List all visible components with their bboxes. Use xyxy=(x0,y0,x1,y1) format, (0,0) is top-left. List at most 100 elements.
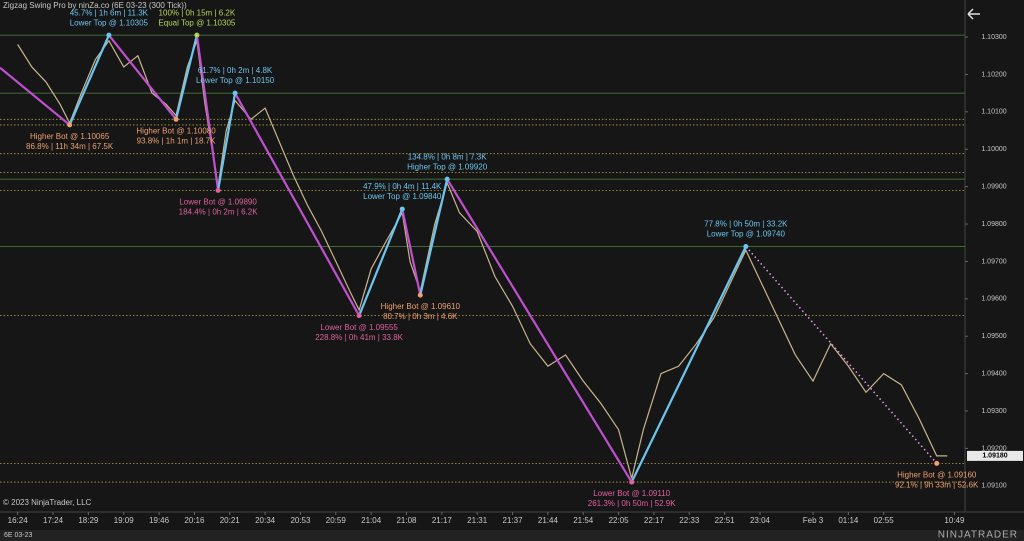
swing-label: Lower Top @ 1.09840 xyxy=(363,192,442,201)
swing-point xyxy=(215,187,221,193)
swing-point xyxy=(629,479,635,485)
swing-point xyxy=(444,176,450,182)
swing-point xyxy=(232,90,238,96)
x-tick-label: 10:49 xyxy=(944,516,965,525)
swing-label: Higher Bot @ 1.10065 xyxy=(30,132,110,141)
last-price-label: 1.09180 xyxy=(982,453,1007,460)
last-price-box xyxy=(967,450,1023,461)
x-tick-label: 20:34 xyxy=(255,516,276,525)
zigzag-leg xyxy=(68,34,110,126)
swing-point xyxy=(356,313,362,319)
swing-label: 86.8% | 11h 34m | 67.5K xyxy=(26,142,114,151)
x-tick-label: 23:04 xyxy=(750,516,771,525)
swing-label: Higher Top @ 1.09920 xyxy=(407,162,488,171)
x-tick-label: 18:29 xyxy=(78,516,99,525)
swing-label: Higher Bot @ 1.09610 xyxy=(381,302,461,311)
swing-label: 228.8% | 0h 41m | 33.8K xyxy=(315,333,403,342)
swing-point xyxy=(934,460,940,466)
swing-label: Lower Bot @ 1.09110 xyxy=(593,489,670,498)
x-tick-label: 22:05 xyxy=(609,516,630,525)
logo: NINJATRADER xyxy=(938,530,1018,541)
zigzag-leg xyxy=(630,245,747,483)
zigzag-leg xyxy=(419,178,449,296)
swing-point xyxy=(399,206,405,212)
y-tick-label: 1.10000 xyxy=(981,146,1006,153)
swing-label: 134.8% | 0h 8m | 7.3K xyxy=(408,152,488,161)
y-tick-label: 1.09100 xyxy=(981,483,1006,490)
x-tick-label: 19:09 xyxy=(114,516,135,525)
x-tick-label: 20:53 xyxy=(290,516,311,525)
x-tick-label: 17:24 xyxy=(43,516,64,525)
y-tick-label: 1.09200 xyxy=(981,445,1006,452)
y-tick-label: 1.10100 xyxy=(981,109,1006,116)
swing-label: Lower Top @ 1.10305 xyxy=(70,18,149,27)
zigzag-leg xyxy=(745,245,938,464)
x-tick-label: 19:46 xyxy=(149,516,170,525)
swing-label: 77.8% | 0h 50m | 33.2K xyxy=(704,220,788,229)
x-tick-label: 21:08 xyxy=(396,516,417,525)
x-tick-label: 22:17 xyxy=(644,516,665,525)
y-tick-label: 1.10300 xyxy=(981,34,1006,41)
zigzag-leg xyxy=(108,34,177,120)
swing-label: Lower Top @ 1.09740 xyxy=(707,230,786,239)
instrument-tab[interactable]: 6E 03-23 xyxy=(4,532,33,539)
x-tick-label: 21:37 xyxy=(503,516,524,525)
swing-label: 47.9% | 0h 4m | 11.4K xyxy=(363,182,442,191)
swing-label: 61.7% | 0h 2m | 4.8K xyxy=(198,66,273,75)
x-tick-label: 21:04 xyxy=(361,516,382,525)
swing-label: Lower Bot @ 1.09555 xyxy=(320,323,398,332)
zigzag-leg xyxy=(217,92,237,191)
swing-label: 45.7% | 1h 6m | 11.3K xyxy=(70,8,149,17)
y-tick-label: 1.09900 xyxy=(981,183,1006,190)
swing-label: Higher Bot @ 1.09160 xyxy=(897,470,977,479)
y-tick-label: 1.10200 xyxy=(981,71,1006,78)
swing-label: 100% | 0h 15m | 6.2K xyxy=(159,8,236,17)
y-tick-label: 1.09300 xyxy=(981,408,1006,415)
x-tick-label: Feb 3 xyxy=(803,516,824,525)
x-tick-label: 20:21 xyxy=(220,516,241,525)
tab-bar xyxy=(0,530,1024,541)
zigzag-leg xyxy=(446,178,633,483)
swing-label: Lower Top @ 1.10150 xyxy=(196,76,275,85)
y-tick-label: 1.09500 xyxy=(981,333,1006,340)
swing-label: 93.8% | 1h 1m | 18.7K xyxy=(137,136,217,145)
x-tick-label: 21:31 xyxy=(467,516,488,525)
zigzag-leg xyxy=(195,35,220,191)
zigzag-leg xyxy=(234,92,361,317)
x-tick-label: 02:55 xyxy=(874,516,895,525)
back-button[interactable] xyxy=(967,8,980,20)
y-tick-label: 1.09700 xyxy=(981,258,1006,265)
swing-label: Lower Bot @ 1.09890 xyxy=(179,197,257,206)
x-tick-label: 20:59 xyxy=(326,516,347,525)
swing-label: 80.7% | 0h 3m | 4.6K xyxy=(383,312,458,321)
x-tick-label: 21:54 xyxy=(573,516,594,525)
swing-point xyxy=(194,32,200,38)
x-tick-label: 22:51 xyxy=(715,516,736,525)
zigzag-leg xyxy=(174,34,198,120)
swing-label: Equal Top @ 1.10305 xyxy=(158,18,235,27)
zigzag-leg xyxy=(0,66,71,126)
x-tick-label: 21:44 xyxy=(538,516,559,525)
x-tick-label: 16:24 xyxy=(8,516,29,525)
swing-point xyxy=(106,32,112,38)
swing-point xyxy=(417,292,423,298)
swing-label: 184.4% | 0h 2m | 6.2K xyxy=(179,207,259,216)
chart-title: Zigzag Swing Pro by ninZa.co (6E 03-23 (… xyxy=(3,1,187,10)
x-tick-label: 01:14 xyxy=(838,516,859,525)
swing-point xyxy=(173,116,179,122)
swing-label: 92.1% | 9h 33m | 52.6K xyxy=(895,480,979,489)
y-tick-label: 1.09400 xyxy=(981,370,1006,377)
x-tick-label: 20:16 xyxy=(184,516,205,525)
zigzag-leg xyxy=(401,208,422,296)
x-tick-label: 22:33 xyxy=(679,516,700,525)
x-tick-label: 21:17 xyxy=(432,516,453,525)
y-tick-label: 1.09800 xyxy=(981,221,1006,228)
y-tick-label: 1.09600 xyxy=(981,296,1006,303)
swing-label: Higher Bot @ 1.10080 xyxy=(136,126,216,135)
swing-point xyxy=(743,243,749,249)
copyright: © 2023 NinjaTrader, LLC xyxy=(3,498,92,507)
swing-label: 261.3% | 0h 50m | 52.9K xyxy=(588,499,676,508)
zigzag-leg xyxy=(358,208,404,317)
